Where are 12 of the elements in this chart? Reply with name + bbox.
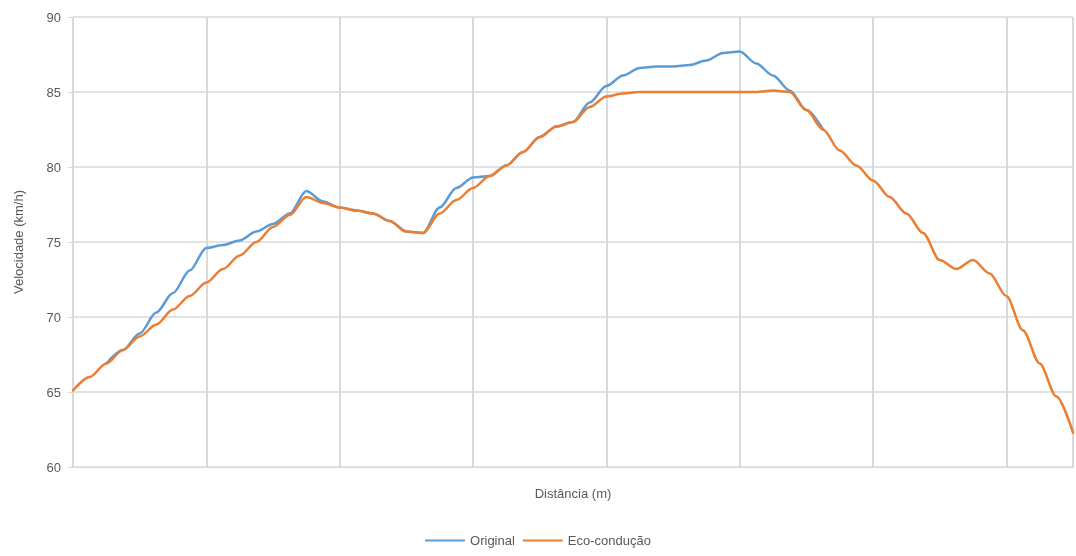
line-series	[71, 89, 1075, 434]
y-axis-title: Velocidade (km/h)	[11, 189, 26, 295]
legend-label: Eco-condução	[567, 533, 651, 548]
y-tick-label: 75	[46, 234, 61, 250]
y-tick-label: 60	[46, 459, 61, 475]
legend-label: Original	[470, 533, 515, 548]
y-tick-label: 65	[46, 384, 61, 400]
y-tick-label: 85	[46, 84, 61, 100]
y-tick-label: 80	[46, 159, 61, 175]
y-tick-label: 90	[46, 9, 61, 25]
y-tick-label: 70	[46, 309, 61, 325]
x-axis-title: Distância (m)	[534, 486, 612, 501]
